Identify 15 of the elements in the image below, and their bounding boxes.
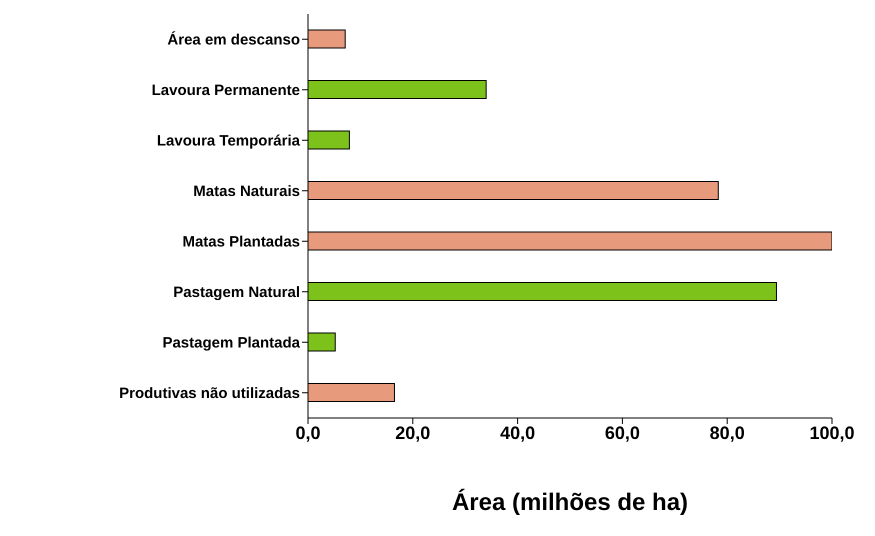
y-tick-label: Pastagem Plantada	[162, 334, 301, 352]
y-tick-label: Área em descanso	[167, 30, 300, 49]
x-tick-label: 100,0	[809, 422, 855, 443]
x-tick-label: 40,0	[500, 422, 536, 443]
x-tick-label: 60,0	[604, 422, 640, 443]
y-tick-label: Lavoura Temporária	[156, 132, 301, 150]
x-tick-label: 20,0	[395, 422, 430, 443]
y-tick-label: Lavoura Permanente	[152, 82, 300, 100]
x-tick-label: 0,0	[295, 422, 321, 443]
y-tick-label: Matas Naturais	[193, 183, 300, 200]
x-tick-label: 80,0	[710, 422, 745, 443]
y-tick-label: Produtivas não utilizadas	[119, 385, 300, 402]
y-tick-label: Matas Plantadas	[182, 234, 300, 251]
x-axis-title: Área (milhões de ha)	[452, 488, 688, 516]
y-tick-label: Pastagem Natural	[173, 284, 300, 302]
